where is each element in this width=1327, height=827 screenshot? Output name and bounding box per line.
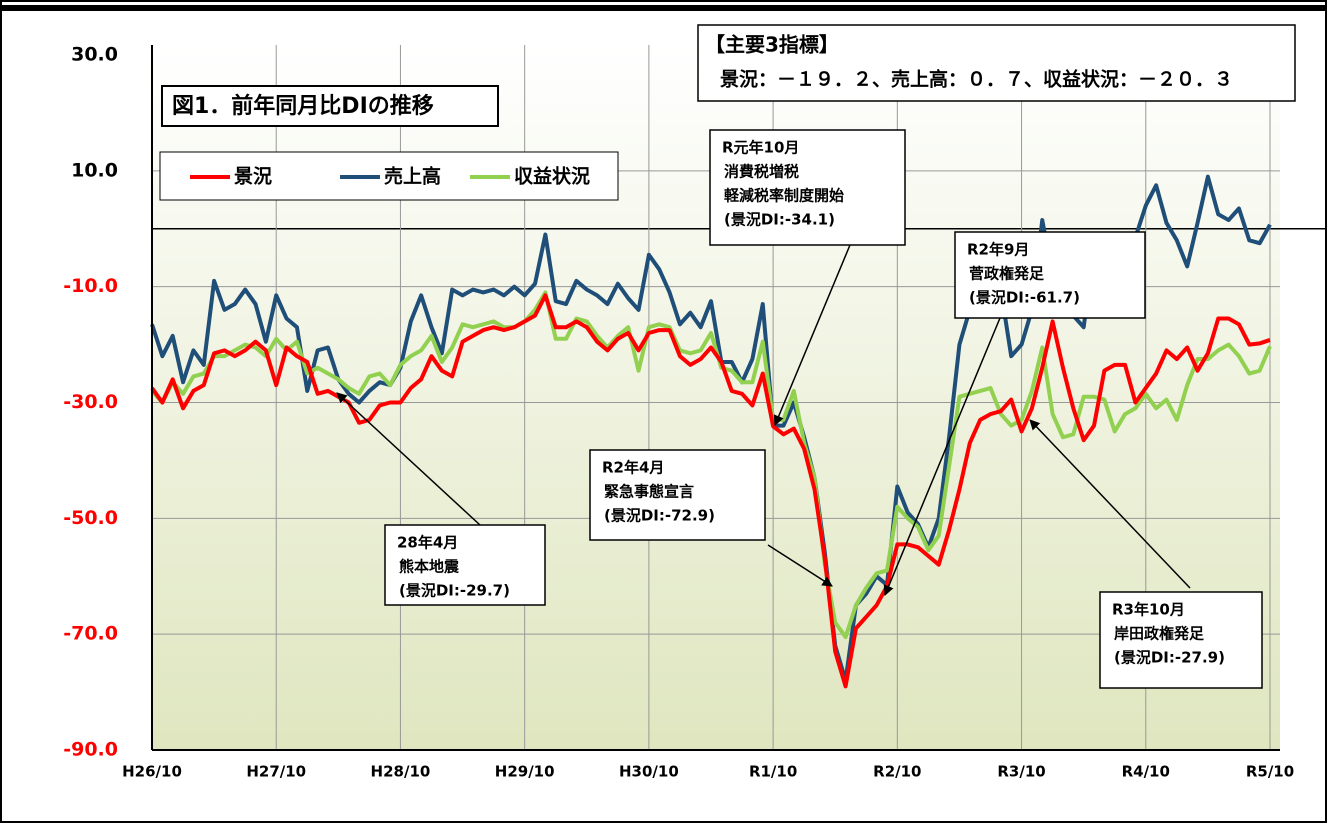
annotation-text: 消費税増税 <box>724 163 799 181</box>
y-tick-label: 10.0 <box>71 159 118 181</box>
legend-box <box>159 151 619 201</box>
y-tick-label: -10.0 <box>63 275 118 297</box>
legend-label: 売上高 <box>384 165 441 188</box>
annotation-box <box>589 449 766 541</box>
y-tick-label: -50.0 <box>63 507 118 529</box>
y-tick-label: -90.0 <box>63 739 118 761</box>
legend-label: 景況 <box>234 165 272 188</box>
annotation-text: (景況DI:-72.9) <box>604 507 715 525</box>
x-tick-label: R5/10 <box>1246 763 1294 781</box>
summary-box <box>697 24 1296 102</box>
annotation-arrow <box>773 244 851 426</box>
series-line <box>150 290 1272 640</box>
chart-title: 図1．前年同月比DIの推移 <box>172 93 434 119</box>
annotation-arrow <box>883 317 1001 596</box>
x-tick-label: H28/10 <box>371 763 431 781</box>
x-tick-label: R1/10 <box>749 763 797 781</box>
legend: 景況 売上高 収益状況 <box>190 165 590 188</box>
annotation-text: R元年10月 <box>722 139 799 157</box>
x-tick-label: R3/10 <box>997 763 1045 781</box>
annotation-text: (景況DI:-27.9) <box>1114 649 1225 667</box>
annotation-text: (景況DI:-29.7) <box>399 582 510 600</box>
annotation-text: R2年4月 <box>602 459 664 477</box>
annotation-text: 熊本地震 <box>399 558 460 576</box>
annotation-text: 緊急事態宣言 <box>604 483 694 501</box>
annotation-text: 岸田政権発足 <box>1114 625 1205 643</box>
annotation-arrow <box>767 544 833 587</box>
summary-heading: 【主要3指標】 <box>705 33 839 57</box>
annotation-box <box>954 231 1146 319</box>
top-rule <box>0 5 1327 11</box>
x-tick-label: R4/10 <box>1122 763 1170 781</box>
annotation-text: 28年4月 <box>397 534 458 552</box>
x-tick-label: H27/10 <box>246 763 306 781</box>
y-tick-label: -30.0 <box>63 391 118 413</box>
annotation-text: (景況DI:-34.1) <box>724 211 835 229</box>
annotation-box <box>709 129 906 246</box>
x-tick-label: R2/10 <box>873 763 921 781</box>
annotation-text: 菅政権発足 <box>969 265 1045 283</box>
summary-text: 景況：－１９．２、売上高：０．７、収益状況：－２０．３ <box>720 68 1233 91</box>
title-box <box>161 85 499 127</box>
annotation-text: R3年10月 <box>1112 601 1185 619</box>
legend-label: 収益状況 <box>514 165 590 188</box>
y-tick-label: 30.0 <box>71 44 118 66</box>
annotation-box <box>384 524 546 606</box>
annotation-box <box>1099 591 1263 689</box>
y-tick-label: -70.0 <box>63 623 118 645</box>
x-tick-label: H30/10 <box>619 763 679 781</box>
annotation-text: (景況DI:-61.7) <box>969 289 1080 307</box>
annotation-arrow <box>1029 419 1191 589</box>
annotation-text: R2年9月 <box>967 241 1029 259</box>
annotation-arrow <box>336 392 481 526</box>
annotation-text: 軽減税率制度開始 <box>724 187 844 205</box>
x-tick-label: H29/10 <box>495 763 555 781</box>
x-tick-label: H26/10 <box>122 763 182 781</box>
